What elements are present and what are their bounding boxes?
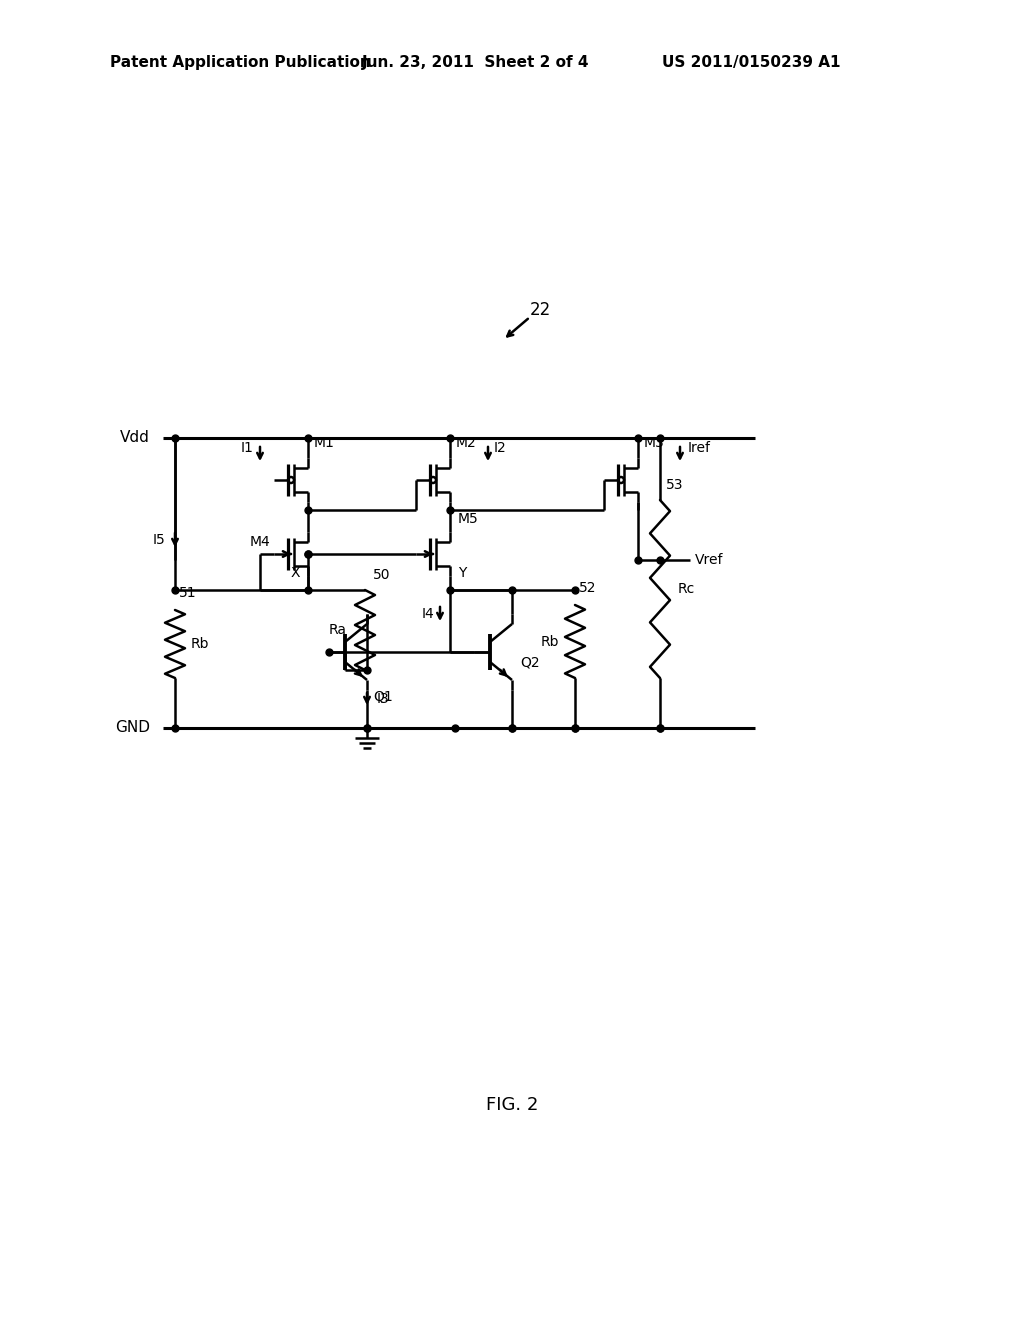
Text: US 2011/0150239 A1: US 2011/0150239 A1	[662, 54, 841, 70]
Text: Ra: Ra	[329, 623, 347, 638]
Text: I2: I2	[494, 441, 507, 455]
Text: 22: 22	[529, 301, 551, 319]
Text: I3: I3	[377, 692, 390, 706]
Text: Rc: Rc	[678, 582, 695, 597]
Text: Jun. 23, 2011  Sheet 2 of 4: Jun. 23, 2011 Sheet 2 of 4	[362, 54, 590, 70]
Text: M5: M5	[458, 512, 479, 525]
Text: Q1: Q1	[373, 690, 393, 704]
Text: Patent Application Publication: Patent Application Publication	[110, 54, 371, 70]
Text: Q2: Q2	[520, 655, 540, 669]
Text: M4: M4	[249, 535, 270, 549]
Text: Iref: Iref	[688, 441, 711, 455]
Text: 52: 52	[579, 581, 597, 595]
Text: Rb: Rb	[191, 638, 210, 651]
Text: 50: 50	[373, 568, 390, 582]
Text: FIG. 2: FIG. 2	[485, 1096, 539, 1114]
Text: M1: M1	[314, 436, 335, 450]
Text: I4: I4	[421, 607, 434, 620]
Text: X: X	[291, 566, 300, 579]
Text: M2: M2	[456, 436, 477, 450]
Text: 53: 53	[666, 478, 683, 492]
Text: I1: I1	[241, 441, 254, 455]
Text: 51: 51	[179, 586, 197, 601]
Text: I5: I5	[153, 533, 165, 546]
Text: GND: GND	[115, 721, 150, 735]
Text: Y: Y	[458, 566, 466, 579]
Text: M3: M3	[644, 436, 665, 450]
Text: Vdd: Vdd	[120, 430, 150, 446]
Text: Vref: Vref	[695, 553, 724, 568]
Text: Rb: Rb	[541, 635, 559, 648]
